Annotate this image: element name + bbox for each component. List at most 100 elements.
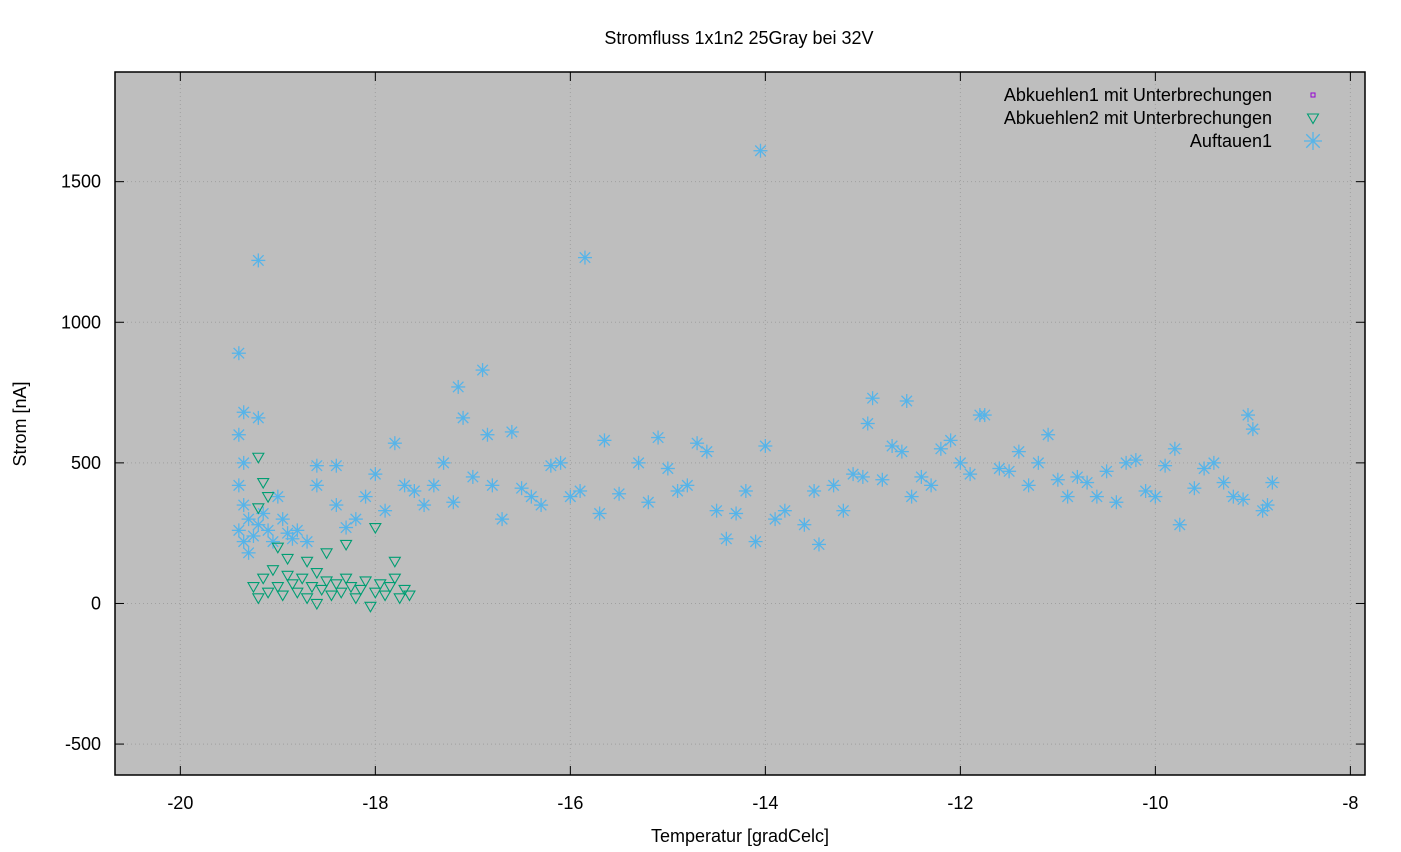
data-point-triangle (310, 598, 324, 611)
data-point-star (865, 391, 880, 406)
plot-frame (114, 71, 1366, 776)
data-point-star (534, 498, 549, 513)
data-point-star (846, 467, 861, 482)
x-axis-label: Temperatur [gradCelc] (651, 826, 829, 846)
data-point-star (953, 455, 968, 470)
data-point-star (597, 433, 612, 448)
data-point-star (387, 436, 402, 451)
grid-lines (115, 72, 1365, 775)
data-point-triangle (368, 587, 382, 599)
data-point-star (543, 458, 558, 473)
y-tick-label: 500 (71, 453, 101, 473)
data-point-triangle (256, 573, 270, 585)
data-point-star (577, 250, 592, 265)
data-point-star (251, 517, 266, 532)
data-point-star (1060, 489, 1075, 504)
data-point-star (339, 520, 354, 535)
data-point-triangle (393, 593, 407, 605)
data-point-star (524, 489, 539, 504)
data-point-star (329, 458, 344, 473)
data-point-triangle (251, 452, 265, 464)
data-point-star (860, 416, 875, 431)
data-point-star (270, 489, 285, 504)
data-point-star (1206, 455, 1221, 470)
data-point-star (348, 512, 363, 527)
data-point-star (231, 346, 246, 361)
data-point-star (236, 405, 251, 420)
data-point-star (231, 427, 246, 442)
data-point-triangle (310, 567, 324, 580)
data-point-star (285, 531, 300, 546)
data-point-star (480, 427, 495, 442)
data-point-triangle (398, 584, 412, 597)
data-point-triangle (329, 579, 343, 591)
data-point-star (261, 523, 276, 538)
data-point-star (651, 430, 666, 445)
data-point-star (1031, 455, 1046, 470)
data-point-star (241, 545, 256, 560)
data-point-star (1138, 483, 1153, 498)
data-point-star (514, 481, 529, 496)
chart-title: Stromfluss 1x1n2 25Gray bei 32V (604, 28, 873, 48)
data-point-star (1172, 517, 1187, 532)
data-point-star (358, 489, 373, 504)
data-point-star (885, 438, 900, 453)
data-point-star (690, 436, 705, 451)
data-points (231, 143, 1280, 613)
y-axis-label: Strom [nA] (10, 381, 30, 466)
data-point-triangle (305, 582, 319, 594)
data-point-star (612, 486, 627, 501)
x-tick-labels: -20 -18 -16 -14 -12 -10 -8 (167, 793, 1358, 813)
data-point-star (504, 424, 519, 439)
data-point-star (329, 498, 344, 513)
data-point-star (729, 506, 744, 521)
data-point-triangle (378, 590, 392, 602)
data-point-star (719, 531, 734, 546)
data-point-star (1158, 458, 1173, 473)
x-tick-label: -12 (947, 793, 973, 813)
data-point-triangle (286, 579, 299, 591)
data-point-triangle (320, 576, 334, 588)
data-point-triangle (295, 573, 309, 585)
data-point-star (811, 537, 826, 552)
data-point-star (231, 523, 246, 538)
data-point-star (407, 483, 422, 498)
data-point-triangle (344, 582, 358, 594)
data-point-star (231, 478, 246, 493)
data-point-star (475, 363, 490, 378)
data-point-star (1304, 132, 1322, 150)
data-point-star (680, 478, 695, 493)
data-point-star (963, 467, 978, 482)
legend-label: Abkuehlen2 mit Unterbrechungen (1004, 108, 1272, 128)
data-point-star (236, 455, 251, 470)
plot-area (115, 72, 1365, 775)
y-tick-label: 1500 (61, 172, 101, 192)
data-point-triangle (320, 548, 334, 560)
data-point-triangle (256, 478, 270, 490)
data-point-star (1050, 472, 1065, 487)
data-point-triangle (339, 539, 353, 552)
data-point-star (436, 455, 451, 470)
data-point-star (875, 472, 890, 487)
data-point-triangle (261, 587, 275, 599)
data-point-triangle (281, 570, 295, 582)
data-point-triangle (261, 492, 275, 504)
data-point-star (641, 495, 656, 510)
data-point-star (563, 489, 578, 504)
data-point-star (699, 444, 714, 459)
y-tick-label: 0 (91, 593, 101, 613)
data-point-star (1236, 492, 1251, 507)
legend-label: Abkuehlen1 mit Unterbrechungen (1004, 85, 1272, 105)
data-point-star (1011, 444, 1026, 459)
data-point-star (451, 379, 466, 394)
data-point-star (1119, 455, 1134, 470)
data-point-triangle (334, 587, 348, 599)
data-point-star (631, 455, 646, 470)
data-point-star (992, 461, 1007, 476)
data-point-star (1099, 464, 1114, 479)
data-point-triangle (251, 593, 265, 605)
data-point-star (1265, 475, 1280, 490)
data-point-triangle (349, 593, 363, 605)
data-point-star (236, 534, 251, 549)
data-point-star (485, 478, 500, 493)
